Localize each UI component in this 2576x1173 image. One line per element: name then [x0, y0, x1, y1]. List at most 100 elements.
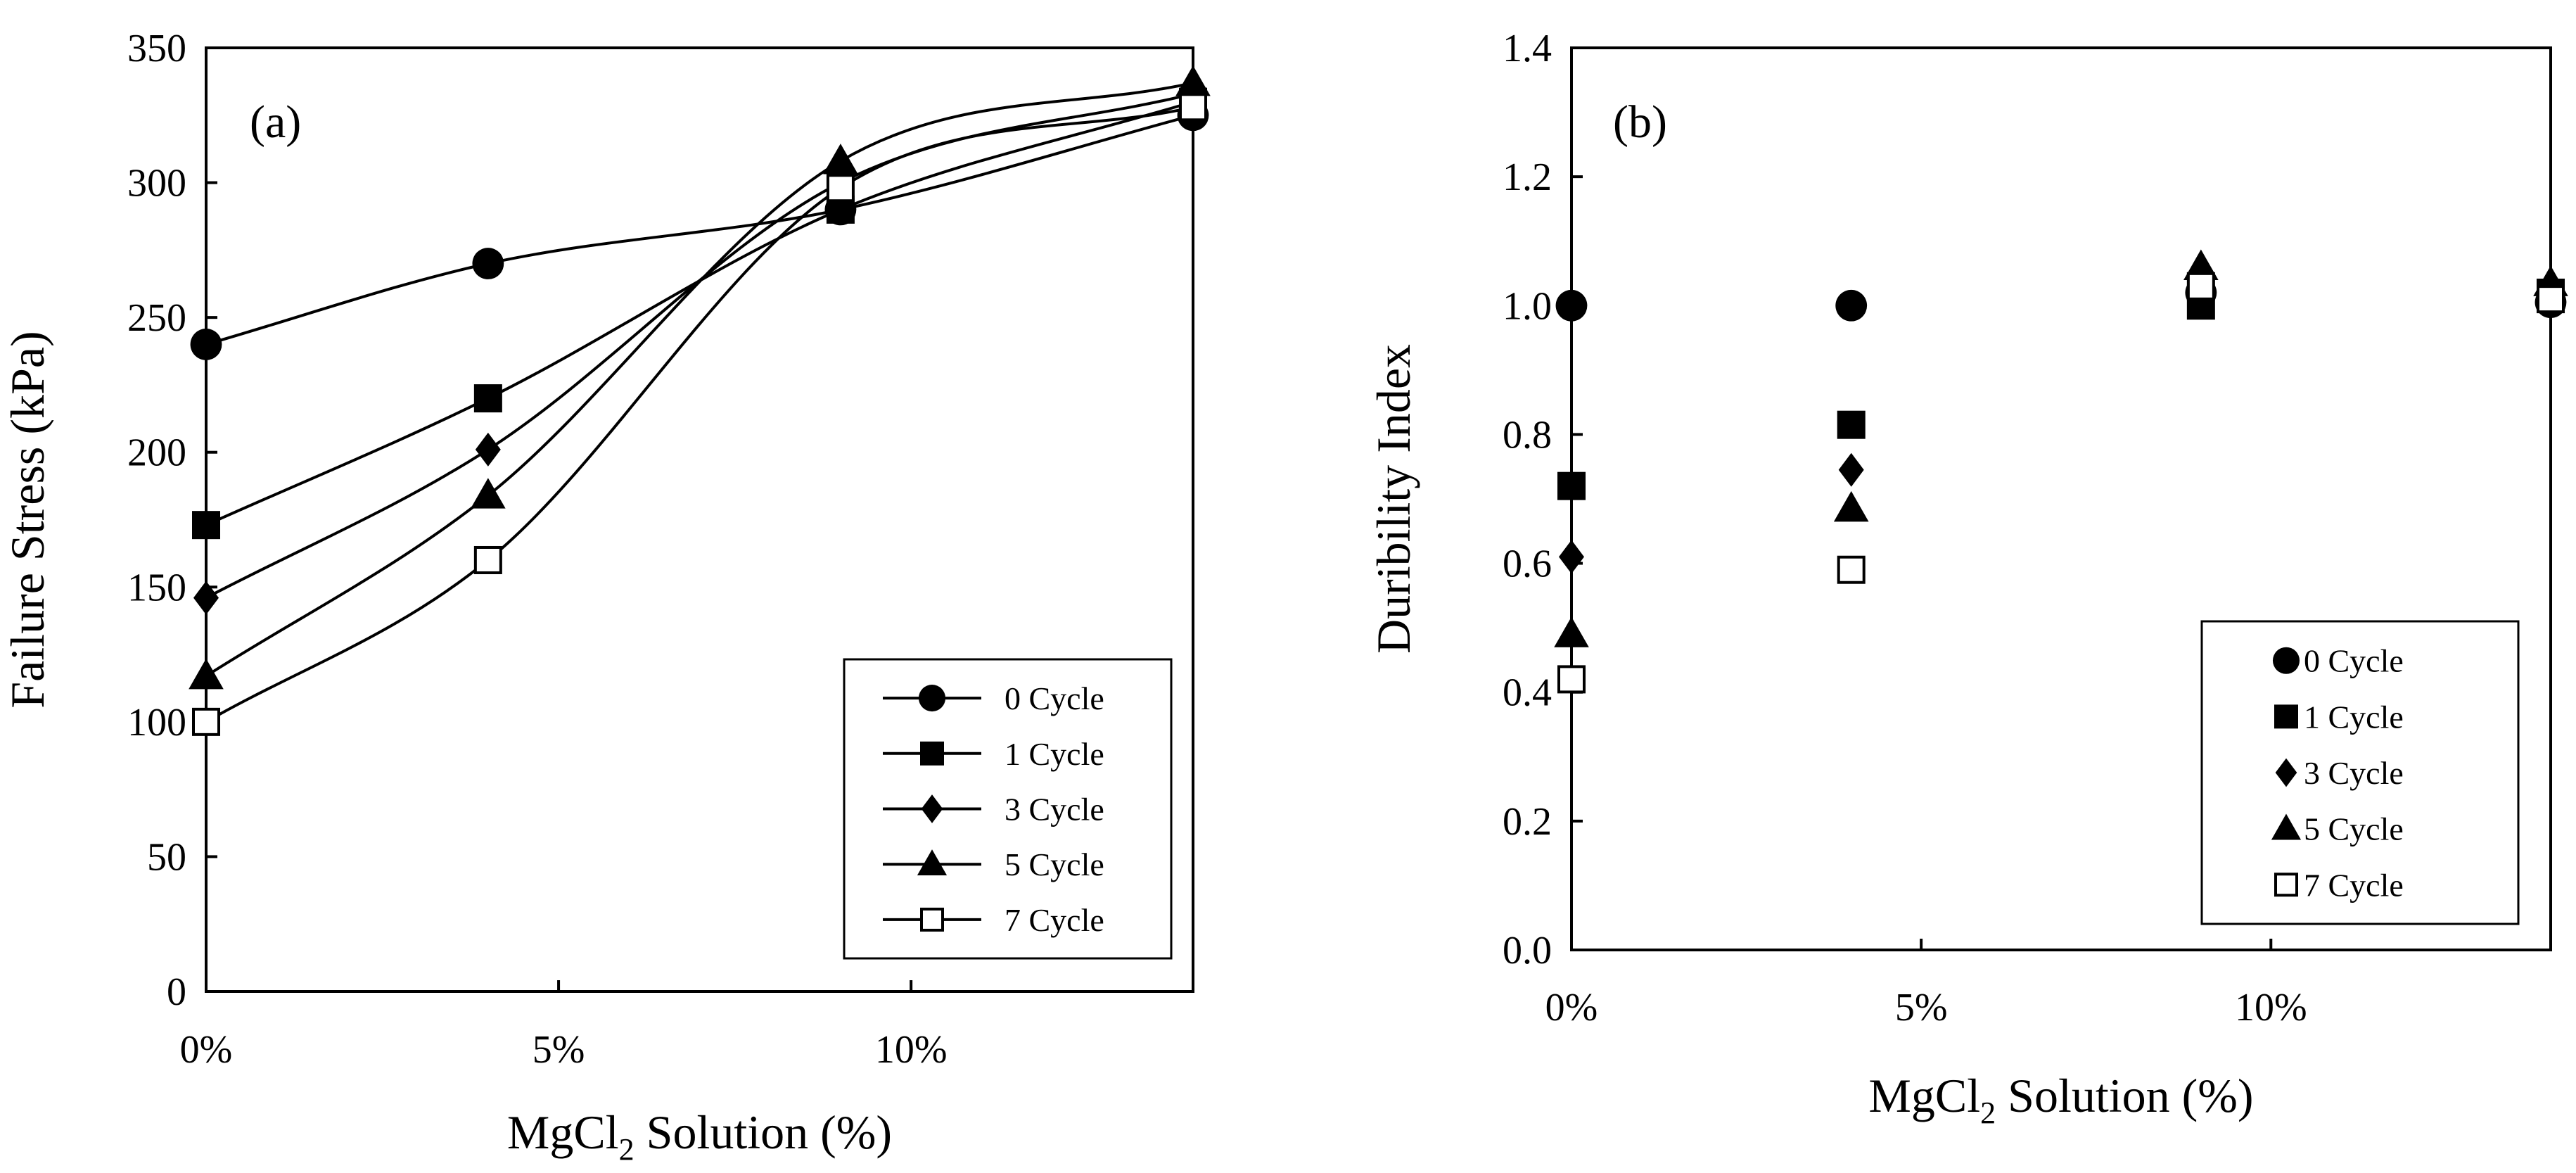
series-0-cycle	[1555, 277, 2567, 322]
data-point	[1838, 452, 1864, 487]
legend-marker	[2271, 813, 2302, 840]
x-tick-label: 0%	[180, 1028, 233, 1072]
series-line	[205, 100, 1194, 526]
x-tick-label: 10%	[875, 1028, 948, 1072]
x-axis-title: MgCl2 Solution (%)	[507, 1105, 892, 1167]
x-axis-title-subscript: 2	[619, 1132, 635, 1167]
x-axis-title-rest: Solution (%)	[1996, 1069, 2253, 1122]
data-point	[823, 144, 858, 175]
y-tick-label: 1.0	[1503, 284, 1552, 328]
series-3-cycle	[1559, 272, 2563, 574]
series-1-cycle	[1557, 278, 2565, 500]
y-tick-label: 200	[127, 431, 186, 475]
series-5-cycle	[1554, 249, 2568, 647]
legend-box	[2200, 620, 2520, 925]
x-tick-label: 5%	[533, 1028, 585, 1072]
data-point	[1835, 289, 1868, 322]
legend-marker	[918, 685, 946, 712]
legend-item: 5 Cycle	[2271, 811, 2404, 847]
legend-marker	[921, 794, 943, 823]
data-point	[193, 581, 219, 615]
y-tick-label: 0.4	[1503, 671, 1552, 715]
data-point	[189, 658, 224, 690]
series-7-cycle	[192, 93, 1207, 736]
data-point	[2537, 285, 2565, 314]
data-point	[826, 174, 855, 203]
y-tick-label: 0.6	[1503, 543, 1552, 586]
legend-item: 5 Cycle	[883, 847, 1104, 882]
x-tick-label: 5%	[1895, 986, 1948, 1029]
legend-item: 1 Cycle	[883, 736, 1104, 772]
data-point	[192, 511, 220, 540]
x-axis-title-main: MgCl	[1868, 1069, 1980, 1122]
series-line	[205, 81, 1194, 678]
data-point	[1555, 289, 1588, 322]
legend-marker	[2275, 758, 2297, 787]
legend-marker	[2274, 704, 2298, 729]
data-point	[1837, 410, 1866, 439]
legend-item: 3 Cycle	[883, 792, 1104, 828]
y-tick-label: 350	[127, 27, 186, 70]
y-tick-label: 300	[127, 162, 186, 205]
data-point	[473, 545, 502, 574]
legend-item: 7 Cycle	[2274, 867, 2404, 903]
data-point	[192, 707, 220, 736]
chart-panel-b: 0.0 0.2 0.4 0.6 0.8 1.0 1.2 1.4 0% 5% 10% MgCl2 Sol…	[1367, 27, 2568, 1130]
legend-marker	[920, 907, 944, 932]
y-tick-label: 250	[127, 296, 186, 340]
chart-panel-a: 0 50 100 150 200 250 300 350 0% 5% 10% MgCl2 Soluti…	[1, 27, 1211, 1167]
legend-label: 1 Cycle	[1005, 736, 1104, 772]
data-point	[1554, 616, 1589, 647]
data-point	[472, 248, 504, 279]
y-tick-label: 0.8	[1503, 413, 1552, 457]
panel-label: (a)	[250, 96, 301, 148]
y-tick-label: 100	[127, 701, 186, 744]
legend-marker	[917, 849, 948, 876]
y-tick-label: 1.2	[1503, 156, 1552, 199]
x-axis-title-main: MgCl	[507, 1105, 619, 1159]
y-axis-title: Duribility Index	[1367, 344, 1420, 654]
legend-item: 1 Cycle	[2274, 699, 2404, 735]
panel-label: (b)	[1613, 96, 1667, 148]
y-tick-label: 150	[127, 566, 186, 609]
legend-label: 0 Cycle	[1005, 680, 1104, 716]
legend-item: 0 Cycle	[2272, 643, 2404, 679]
y-tick-label: 0.0	[1503, 929, 1552, 972]
data-point	[1175, 65, 1211, 96]
series-line	[205, 106, 1194, 723]
data-point	[2186, 272, 2215, 300]
data-point	[1557, 471, 1586, 500]
x-tick-label: 10%	[2235, 986, 2307, 1029]
data-point	[1179, 93, 1207, 122]
legend-marker	[920, 741, 944, 766]
y-tick-label: 1.4	[1503, 27, 1552, 70]
data-point	[1837, 555, 1866, 584]
legend-label: 1 Cycle	[2304, 699, 2404, 735]
x-axis-title: MgCl2 Solution (%)	[1868, 1069, 2253, 1130]
legend-label: 7 Cycle	[2304, 867, 2404, 903]
data-point	[190, 329, 222, 360]
y-axis-title: Failure Stress (kPa)	[1, 331, 54, 708]
legend: 0 Cycle 1 Cycle 3 Cycle 5 Cycle 7 Cycle	[843, 658, 1173, 960]
legend-label: 5 Cycle	[2304, 811, 2404, 847]
series-line	[205, 113, 1194, 346]
data-point	[1559, 540, 1584, 574]
legend-label: 5 Cycle	[1005, 847, 1104, 882]
data-point	[473, 384, 502, 413]
data-point	[471, 478, 506, 509]
legend-label: 3 Cycle	[1005, 792, 1104, 828]
legend-marker	[2272, 647, 2300, 674]
data-point	[475, 432, 501, 467]
legend-label: 7 Cycle	[1005, 902, 1104, 938]
legend-label: 3 Cycle	[2304, 755, 2404, 791]
series-line	[205, 92, 1194, 600]
legend: 0 Cycle 1 Cycle 3 Cycle 5 Cycle 7 Cycle	[2200, 620, 2520, 925]
y-tick-label: 50	[147, 835, 186, 879]
x-axis-title-subscript: 2	[1980, 1096, 1996, 1130]
legend-item: 7 Cycle	[883, 902, 1104, 938]
y-tick-label: 0	[167, 970, 186, 1014]
x-tick-label: 0%	[1545, 986, 1598, 1029]
data-point	[1833, 490, 1869, 522]
legend-label: 0 Cycle	[2304, 643, 2404, 679]
